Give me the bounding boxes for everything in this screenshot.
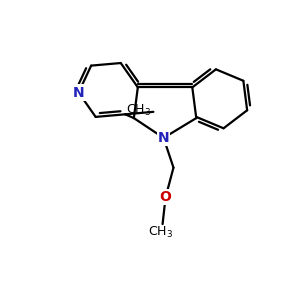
Text: O: O [160,190,172,204]
Text: CH$_3$: CH$_3$ [126,103,152,118]
Text: N: N [158,131,170,145]
Text: N: N [73,85,84,100]
Text: CH$_3$: CH$_3$ [148,225,173,240]
